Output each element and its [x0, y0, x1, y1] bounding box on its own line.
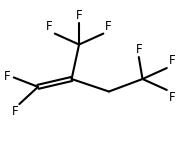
Text: F: F: [12, 105, 18, 118]
Text: F: F: [169, 91, 175, 104]
Text: F: F: [105, 20, 112, 33]
Text: F: F: [76, 9, 82, 22]
Text: F: F: [136, 43, 142, 56]
Text: F: F: [46, 20, 53, 33]
Text: F: F: [4, 70, 11, 83]
Text: F: F: [169, 54, 175, 67]
